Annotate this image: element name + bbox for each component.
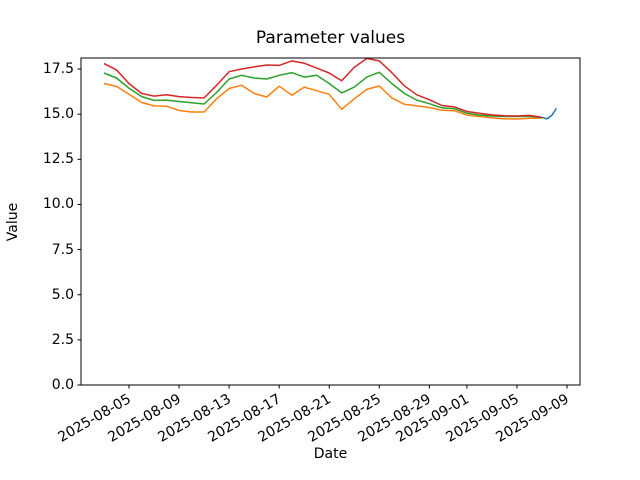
y-axis-label: Value: [5, 202, 21, 242]
y-tick-label: 17.5: [42, 61, 74, 78]
y-tick-label: 15.0: [42, 106, 74, 123]
y-tick-label: 0.0: [51, 377, 74, 393]
series-green: [103, 71, 543, 119]
series-blue: [541, 107, 558, 120]
series-red: [103, 57, 543, 119]
y-tick-label: 5.0: [51, 286, 74, 303]
y-tick-label: 7.5: [51, 241, 74, 258]
y-tick-label: 10.0: [42, 196, 74, 213]
x-axis-label: Date: [313, 446, 348, 462]
chart-title: Parameter values: [255, 28, 406, 48]
axes-border: [80, 57, 581, 386]
y-tick-label: 12.5: [42, 151, 74, 168]
y-tick-label: 2.5: [51, 331, 74, 348]
series-orange: [103, 82, 543, 120]
